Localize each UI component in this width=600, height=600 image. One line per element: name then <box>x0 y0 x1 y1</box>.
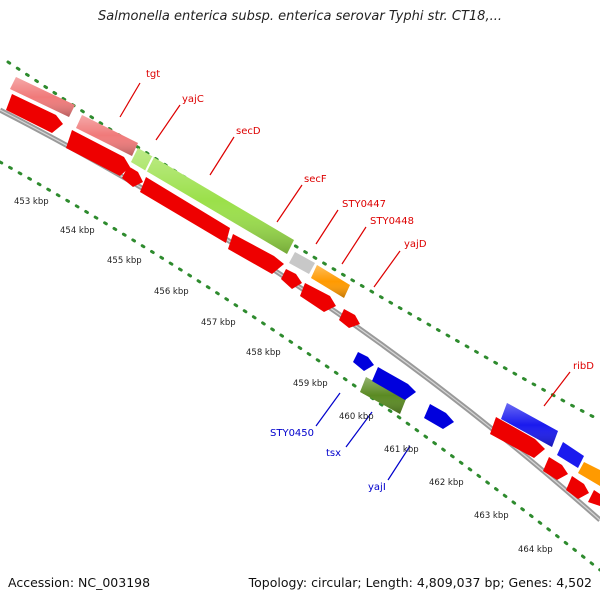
tick-label: 458 kbp <box>246 348 281 358</box>
cds-arrow[interactable] <box>122 166 143 187</box>
gene-label[interactable]: secF <box>304 174 327 185</box>
tick-label: 457 kbp <box>201 318 236 328</box>
leader-yajD <box>373 250 401 288</box>
tick-label: 456 kbp <box>154 287 189 297</box>
cds-arrow[interactable] <box>228 234 284 274</box>
gene-label[interactable]: yajC <box>182 94 204 105</box>
gene-label[interactable]: tsx <box>326 448 341 459</box>
genome-backbone <box>0 107 600 522</box>
gene-label[interactable]: STY0450 <box>270 428 314 439</box>
leader-STY0447 <box>315 209 339 245</box>
tick-label: 453 kbp <box>14 197 49 207</box>
leader-secD <box>209 136 235 176</box>
gene-label[interactable]: tgt <box>146 69 160 80</box>
tick-label: 464 kbp <box>518 545 553 555</box>
scale-tick-labels: 453 kbp 454 kbp 455 kbp 456 kbp 457 kbp … <box>14 197 553 555</box>
segment-divider <box>145 156 154 172</box>
cds-arrow[interactable] <box>281 269 302 289</box>
tick-label: 462 kbp <box>429 478 464 488</box>
leader-yajC <box>155 104 181 141</box>
leader-STY0448 <box>341 226 367 265</box>
topology-summary: Topology: circular; Length: 4,809,037 bp… <box>248 575 592 590</box>
gene-label[interactable]: yajI <box>368 482 386 493</box>
leader-secF <box>276 184 303 223</box>
gene-label-group: tgt yajC secD secF STY0447 STY0448 yajD … <box>146 69 594 493</box>
gene-bar-shade <box>76 115 138 156</box>
cds-arrow[interactable] <box>490 417 545 458</box>
backbone-highlight <box>0 109 600 521</box>
cds-arrow[interactable] <box>6 94 63 133</box>
tick-label: 455 kbp <box>107 256 142 266</box>
cds-arrow-blue[interactable] <box>353 352 374 371</box>
leader-ribD <box>543 371 571 407</box>
red-leader-lines <box>119 82 571 407</box>
cds-arrow[interactable] <box>566 476 589 499</box>
cds-arrow[interactable] <box>339 309 360 328</box>
cds-arrow[interactable] <box>300 283 336 312</box>
gene-bar-shade <box>131 148 294 254</box>
gene-label[interactable]: STY0447 <box>342 199 386 210</box>
leader-tsx <box>345 411 373 448</box>
outer-tick-dots <box>6 60 600 422</box>
gene-bar-blue[interactable] <box>557 442 584 468</box>
leader-STY0450 <box>315 392 341 427</box>
gene-label[interactable]: ribD <box>573 361 594 372</box>
tick-label: 463 kbp <box>474 511 509 521</box>
tick-label: 460 kbp <box>339 412 374 422</box>
inner-tick-dots <box>0 160 600 572</box>
cds-arrow[interactable] <box>66 130 130 176</box>
gene-bar-shade <box>10 77 75 117</box>
gene-bar-shade <box>501 403 558 447</box>
cds-arrow[interactable] <box>543 457 568 480</box>
leader-tgt <box>119 82 141 118</box>
gene-label[interactable]: STY0448 <box>370 216 414 227</box>
gene-label[interactable]: yajD <box>404 239 427 250</box>
gene-bar-STY0447[interactable] <box>289 252 315 274</box>
tick-label: 461 kbp <box>384 445 419 455</box>
tick-label: 459 kbp <box>293 379 328 389</box>
leader-yajI <box>387 445 411 481</box>
map-title: Salmonella enterica subsp. enterica sero… <box>98 9 502 24</box>
gene-bar-orange[interactable] <box>578 462 600 486</box>
tick-label: 454 kbp <box>60 226 95 236</box>
cds-arrow[interactable] <box>140 177 230 243</box>
gene-bar-shade <box>360 377 406 414</box>
gene-label[interactable]: secD <box>236 126 261 137</box>
cds-arrow-blue[interactable] <box>372 367 416 400</box>
cds-arrow[interactable] <box>588 490 600 506</box>
blue-leader-lines <box>315 392 411 481</box>
cds-arrow-blue[interactable] <box>424 404 454 429</box>
gene-bar-shade <box>311 265 350 298</box>
accession-text: Accession: NC_003198 <box>8 575 151 590</box>
